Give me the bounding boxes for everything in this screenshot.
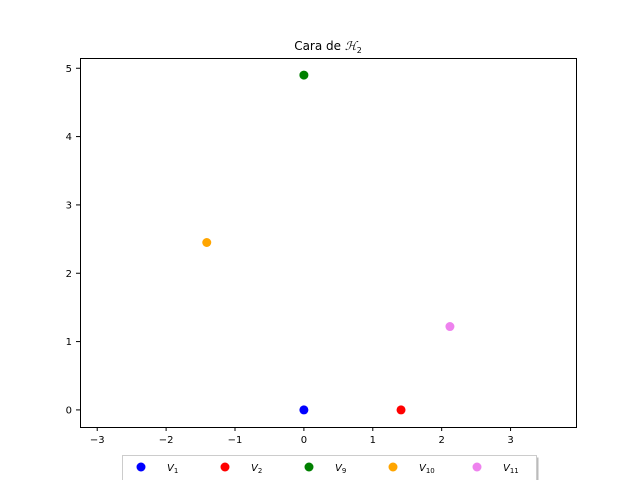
- legend-label: V2: [251, 463, 262, 475]
- y-tick-label: 1: [66, 337, 72, 348]
- x-tick-label: 0: [301, 435, 307, 446]
- x-tick-label: 3: [507, 435, 513, 446]
- y-tick-label: 5: [66, 64, 72, 75]
- data-point-v10: [202, 238, 212, 247]
- data-point-v1: [299, 405, 309, 415]
- legend-marker: [136, 462, 146, 472]
- data-point-v2: [396, 405, 406, 415]
- legend-marker: [220, 462, 230, 472]
- legend: V1 V2 V9 V10 V11: [122, 455, 539, 480]
- legend-marker: [388, 462, 398, 472]
- legend-label: V11: [503, 463, 519, 475]
- y-tick-label: 2: [66, 269, 72, 280]
- legend-box: [122, 455, 537, 480]
- y-tick-label: 4: [66, 132, 72, 143]
- legend-label: V1: [167, 463, 178, 475]
- x-tick-label: 2: [438, 435, 444, 446]
- plot-frame: [80, 58, 577, 428]
- legend-label: V10: [419, 463, 435, 475]
- x-tick-label: −3: [90, 435, 105, 446]
- x-tick-label: −1: [228, 435, 243, 446]
- data-point-v9: [299, 70, 309, 80]
- data-points: [202, 70, 455, 415]
- y-tick-label: 0: [66, 405, 72, 416]
- legend-marker: [304, 462, 314, 472]
- legend-label: V9: [335, 463, 346, 475]
- axis-ticks: −3 −2 −1 0 1 2 3 0 1 2 3 4 5: [66, 64, 514, 446]
- x-tick-label: −2: [159, 435, 174, 446]
- data-point-v11: [445, 322, 455, 332]
- y-tick-label: 3: [66, 200, 72, 211]
- legend-marker: [472, 462, 482, 472]
- x-tick-label: 1: [370, 435, 376, 446]
- chart-title: Cara de ℋ2: [294, 39, 362, 55]
